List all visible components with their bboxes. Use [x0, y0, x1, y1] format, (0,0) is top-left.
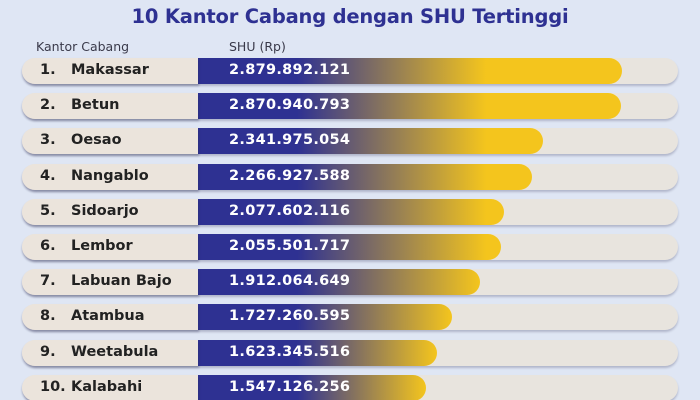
bar-row: 4. Nangablo 2.266.927.588 [22, 163, 678, 190]
bar-betun [198, 93, 621, 120]
branch-name: Sidoarjo [71, 202, 139, 219]
branch-name: Weetabula [71, 343, 159, 360]
branch-label-box: 1. Makassar [22, 58, 198, 84]
bar-row: 2. Betun 2.870.940.793 [22, 93, 678, 120]
bar-weetabula [198, 339, 437, 366]
branch-label-box: 6. Lembor [22, 234, 198, 260]
value-label: 1.623.345.516 [229, 343, 351, 360]
value-label: 1.547.126.256 [229, 378, 351, 395]
branch-label-box: 5. Sidoarjo [22, 198, 198, 225]
column-header-branch: Kantor Cabang [36, 39, 130, 54]
branch-name: Makassar [71, 62, 149, 78]
branch-label-box: 3. Oesao [22, 128, 198, 155]
value-label: 1.912.064.649 [229, 273, 351, 290]
bar-kalabahi [198, 374, 426, 400]
branch-label-box: 2. Betun [22, 93, 198, 120]
bar-row: 7. Labuan Bajo 1.912.064.649 [22, 269, 678, 296]
rank-label: 2. [40, 97, 56, 114]
rank-label: 5. [40, 202, 56, 219]
bar-labuan-bajo [198, 269, 480, 296]
rank-label: 4. [40, 167, 56, 184]
branch-label-box: 4. Nangablo [22, 163, 198, 190]
value-label: 2.077.602.116 [229, 202, 351, 219]
rank-label: 6. [40, 238, 56, 254]
branch-label-box: 9. Weetabula [22, 339, 198, 366]
bar-row: 6. Lembor 2.055.501.717 [22, 234, 678, 260]
branch-name: Nangablo [71, 167, 149, 184]
bar-lembor [198, 234, 501, 260]
branch-name: Betun [71, 97, 120, 114]
bar-row: 9. Weetabula 1.623.345.516 [22, 339, 678, 366]
chart-title: 10 Kantor Cabang dengan SHU Tertinggi [131, 5, 569, 28]
branch-name: Lembor [71, 238, 133, 254]
bar-row: 5. Sidoarjo 2.077.602.116 [22, 198, 678, 225]
branch-name: Labuan Bajo [71, 273, 172, 290]
rank-label: 9. [40, 343, 56, 360]
branch-label-box: 7. Labuan Bajo [22, 269, 198, 296]
bar-row: 10. Kalabahi 1.547.126.256 [22, 374, 678, 400]
branch-name: Atambua [71, 308, 145, 325]
bar-nangablo [198, 163, 532, 190]
bar-row: 1. Makassar 2.879.892.121 [22, 58, 678, 84]
bar-row: 3. Oesao 2.341.975.054 [22, 128, 678, 155]
bar-makassar [198, 58, 622, 84]
value-label: 1.727.260.595 [229, 308, 351, 325]
bar-sidoarjo [198, 198, 504, 225]
value-label: 2.870.940.793 [229, 97, 351, 114]
branch-label-box: 8. Atambua [22, 304, 198, 331]
branch-name: Kalabahi [71, 378, 143, 395]
bar-atambua [198, 304, 453, 331]
bar-row: 8. Atambua 1.727.260.595 [22, 304, 678, 331]
value-label: 2.341.975.054 [229, 132, 351, 149]
rank-label: 10. [40, 378, 66, 395]
bar-oesao [198, 128, 543, 155]
value-label: 2.879.892.121 [229, 62, 351, 78]
branch-label-box: 10. Kalabahi [22, 374, 198, 400]
branch-name: Oesao [71, 132, 122, 149]
rank-label: 8. [40, 308, 56, 325]
value-label: 2.055.501.717 [229, 238, 351, 254]
rank-label: 1. [40, 62, 56, 78]
rank-label: 3. [40, 132, 56, 149]
rank-label: 7. [40, 273, 56, 290]
value-label: 2.266.927.588 [229, 167, 351, 184]
column-header-shu: SHU (Rp) [229, 39, 286, 54]
